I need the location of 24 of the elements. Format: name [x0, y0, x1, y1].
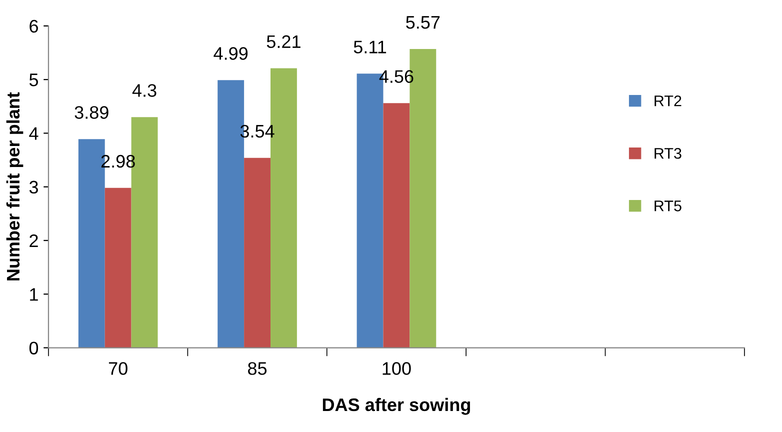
y-tick-label: 3 — [29, 180, 38, 194]
data-label: 3.89 — [74, 106, 108, 119]
data-label: 5.21 — [266, 35, 300, 48]
y-tick-label: 5 — [29, 74, 38, 86]
data-label: 4.99 — [214, 47, 248, 60]
y-tick-label: 1 — [30, 288, 38, 301]
bar — [244, 158, 270, 348]
data-label: 5.11 — [354, 40, 386, 54]
x-tick-label: 85 — [248, 362, 267, 375]
data-label: 5.57 — [406, 16, 440, 29]
bar — [383, 103, 410, 348]
x-tick-label: 70 — [108, 362, 128, 375]
y-tick-label: 0 — [29, 342, 38, 354]
x-axis-title: DAS after sowing — [322, 398, 470, 415]
y-tick-label: 4 — [29, 127, 38, 140]
y-tick-label: 6 — [30, 20, 38, 33]
y-tick-label: 2 — [30, 234, 38, 248]
legend-label: RT2 — [654, 95, 682, 106]
legend-label: RT5 — [654, 200, 682, 212]
y-axis-title: Number fruit per plant — [6, 92, 24, 280]
legend-label: RT3 — [654, 148, 682, 159]
data-label: 4.3 — [132, 84, 156, 97]
bar — [104, 188, 132, 348]
x-tick-label: 100 — [382, 362, 411, 375]
